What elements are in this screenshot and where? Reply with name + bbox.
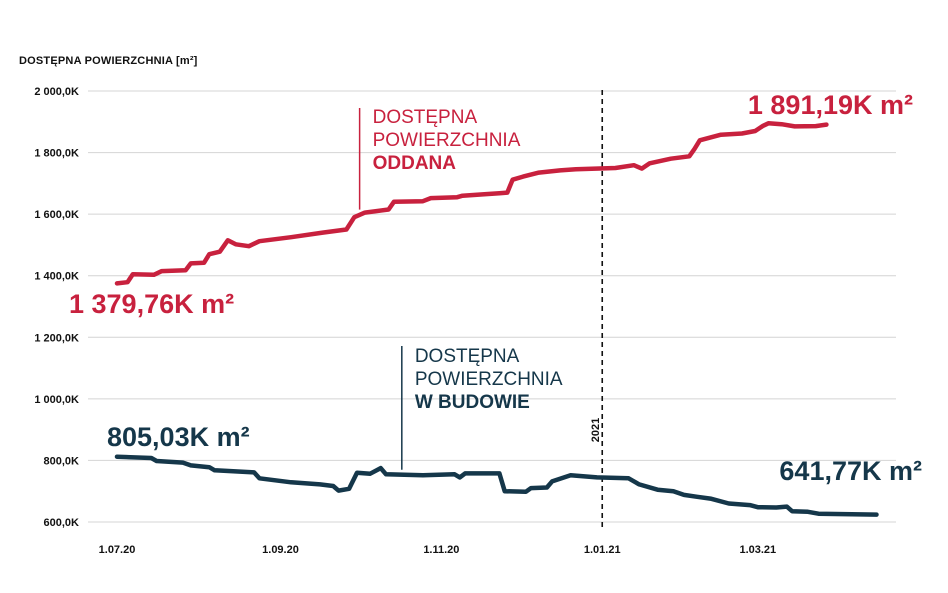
x-tick-label: 1.09.20 [262,544,299,556]
x-tick-label: 1.01.21 [584,544,621,556]
annotation-line: POWIERZCHNIA [415,369,563,390]
y-tick-label: 600,0K [44,517,80,529]
year-divider-label: 2021 [590,418,602,442]
y-tick-label: 1 800,0K [34,148,79,160]
end-value-label-oddana: 1 891,19K m² [748,90,913,120]
grid-layer [88,90,896,523]
y-axis-title: DOSTĘPNA POWIERZCHNIA [m²] [19,55,198,67]
end-value-label-w-budowie: 641,77K m² [779,456,922,486]
annotation-line: DOSTĘPNA [415,346,520,367]
annotation-leader-layer [358,108,403,470]
y-tick-label: 2 000,0K [34,86,79,98]
y-tick-label: 1 400,0K [34,271,79,283]
annotation-text-w-budowie: DOSTĘPNA POWIERZCHNIA W BUDOWIE [415,346,563,413]
series-line-w_budowie [114,454,879,517]
annotation-line-bold: ODDANA [373,153,457,174]
annotation-text-oddana: DOSTĘPNA POWIERZCHNIA ODDANA [373,107,521,174]
y-tick-label: 1 200,0K [34,332,79,344]
series-line-oddana [114,121,829,286]
annotation-line: POWIERZCHNIA [373,130,521,151]
annotation-line: DOSTĘPNA [373,107,478,128]
label-layer: 2 000,0K 1 800,0K 1 600,0K 1 400,0K 1 200,0K… [34,86,922,556]
y-tick-label: 1 000,0K [34,394,79,406]
annotation-line-bold: W BUDOWIE [415,392,530,413]
y-tick-label: 1 600,0K [34,209,79,221]
series-layer [114,121,879,517]
start-value-label-w-budowie: 805,03K m² [107,422,250,452]
y-tick-label: 800,0K [44,455,80,467]
start-value-label-oddana: 1 379,76K m² [69,289,234,319]
x-tick-label: 1.07.20 [99,544,136,556]
x-tick-label: 1.11.20 [423,544,459,556]
x-tick-label: 1.03.21 [739,544,776,556]
